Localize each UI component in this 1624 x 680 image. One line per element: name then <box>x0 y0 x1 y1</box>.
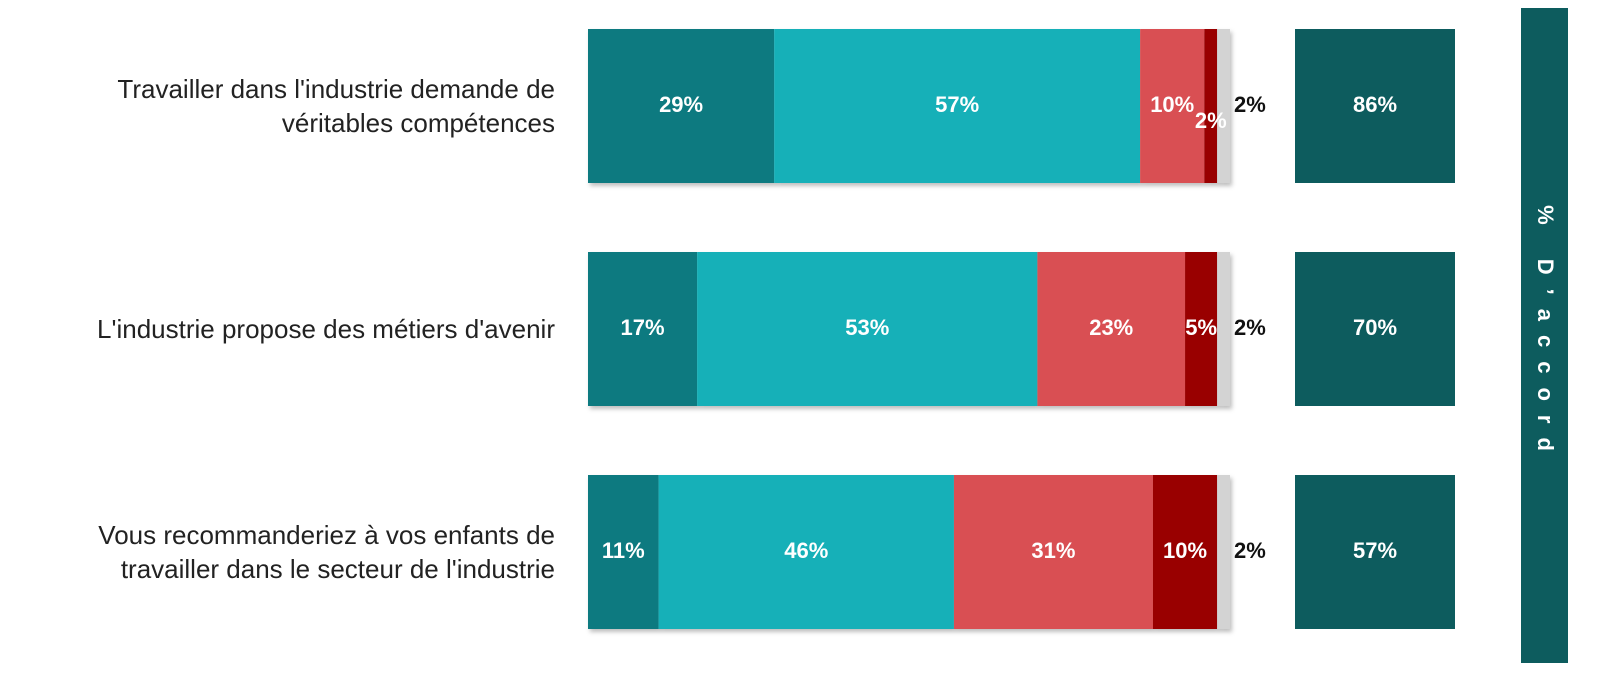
bar-segment <box>1217 29 1230 183</box>
total-label: 57% <box>1353 538 1397 563</box>
value-label: 5% <box>1185 315 1217 340</box>
bar-segment <box>588 475 659 629</box>
total-box <box>1295 252 1455 406</box>
bar-segment <box>1140 29 1205 183</box>
value-label: 2% <box>1195 108 1227 133</box>
value-label: 2% <box>1234 538 1266 563</box>
bar-segment <box>1185 252 1218 406</box>
category-label: Travailler dans l'industrie demande de v… <box>117 74 555 138</box>
total-label: 70% <box>1353 315 1397 340</box>
bar-segment <box>1152 475 1218 629</box>
value-label: 46% <box>784 538 828 563</box>
category-label: L'industrie propose des métiers d'avenir <box>97 314 555 344</box>
bar-segment <box>953 475 1153 629</box>
value-label: 10% <box>1150 92 1194 117</box>
bar-segment <box>1217 252 1230 406</box>
value-label: 10% <box>1163 538 1207 563</box>
bar-segment <box>774 29 1141 183</box>
total-label: 86% <box>1353 92 1397 117</box>
bar-group <box>588 475 1230 629</box>
bar-segment <box>697 252 1038 406</box>
value-label: 29% <box>659 92 703 117</box>
bar-segment <box>1217 475 1230 629</box>
bar-segment <box>588 29 775 183</box>
value-label: 11% <box>602 538 645 563</box>
side-label: % D’accord <box>1533 205 1558 465</box>
value-label: 17% <box>621 315 665 340</box>
bar-segment <box>588 252 698 406</box>
bar-segment <box>658 475 954 629</box>
bar-group <box>588 252 1230 406</box>
total-box <box>1295 475 1455 629</box>
category-label: Vous recommanderiez à vos enfants de tra… <box>98 520 555 584</box>
value-label: 2% <box>1234 92 1266 117</box>
value-label: 31% <box>1031 538 1075 563</box>
bar-segment <box>1204 29 1218 183</box>
bar-group <box>588 29 1230 183</box>
value-label: 2% <box>1234 315 1266 340</box>
value-label: 53% <box>845 315 889 340</box>
bar-segment <box>1037 252 1186 406</box>
value-label: 57% <box>935 92 979 117</box>
value-label: 23% <box>1089 315 1133 340</box>
total-box <box>1295 29 1455 183</box>
side-panel <box>1521 8 1568 663</box>
